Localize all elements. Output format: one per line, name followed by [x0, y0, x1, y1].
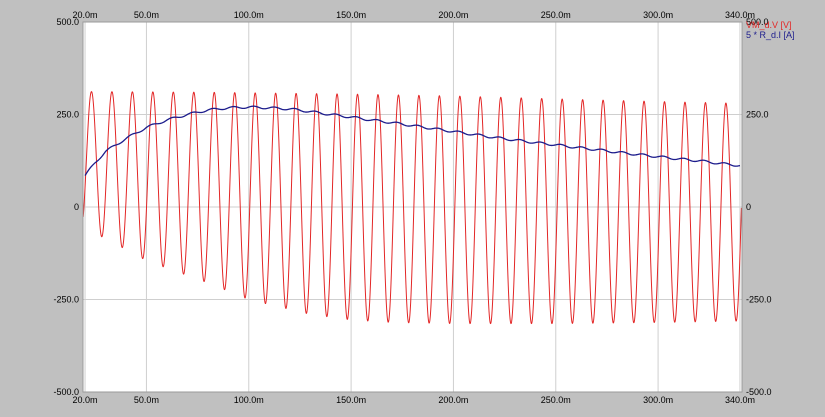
series-line-1: [82, 91, 742, 325]
x-tick-label-top: 50.0m: [134, 10, 159, 20]
x-tick-label-bottom: 150.0m: [336, 395, 366, 405]
series-line-2: [84, 105, 741, 176]
x-tick-label-bottom: 20.0m: [73, 395, 98, 405]
tick-labels: 20.0m 20.0m 50.0m 50.0m 100.0m 100.0m 150.0m 15…: [53, 10, 771, 405]
x-tick-label-top: 200.0m: [438, 10, 468, 20]
x-tick-label-bottom: 100.0m: [234, 395, 264, 405]
y-tick-label-right: 0: [746, 202, 751, 212]
y-tick-label-left: 0: [74, 202, 79, 212]
x-tick-label-bottom: 340.0m: [725, 395, 755, 405]
x-tick-label-top: 100.0m: [234, 10, 264, 20]
y-tick-label-left: 500.0: [56, 17, 79, 27]
y-tick-label-right: -500.0: [746, 387, 772, 397]
x-tick-label-top: 150.0m: [336, 10, 366, 20]
y-tick-label-right: 500.0: [746, 17, 769, 27]
y-tick-label-right: 250.0: [746, 110, 769, 120]
x-tick-label-bottom: 300.0m: [643, 395, 673, 405]
y-tick-label-left: -250.0: [53, 295, 79, 305]
legend: VM_d.V [V]5 * R_d.I [A]: [746, 20, 795, 40]
series-layer: [82, 91, 742, 325]
legend-entry: 5 * R_d.I [A]: [746, 30, 795, 40]
legend-entry: VM_d.V [V]: [746, 20, 792, 30]
y-tick-label-left: -500.0: [53, 387, 79, 397]
x-tick-label-bottom: 50.0m: [134, 395, 159, 405]
x-tick-label-top: 300.0m: [643, 10, 673, 20]
y-tick-label-left: 250.0: [56, 110, 79, 120]
x-tick-label-top: 20.0m: [73, 10, 98, 20]
x-tick-label-top: 340.0m: [725, 10, 755, 20]
x-tick-label-bottom: 200.0m: [438, 395, 468, 405]
plot-frame: [82, 21, 743, 393]
y-tick-label-right: -250.0: [746, 295, 772, 305]
x-tick-label-bottom: 250.0m: [541, 395, 571, 405]
x-tick-label-top: 250.0m: [541, 10, 571, 20]
